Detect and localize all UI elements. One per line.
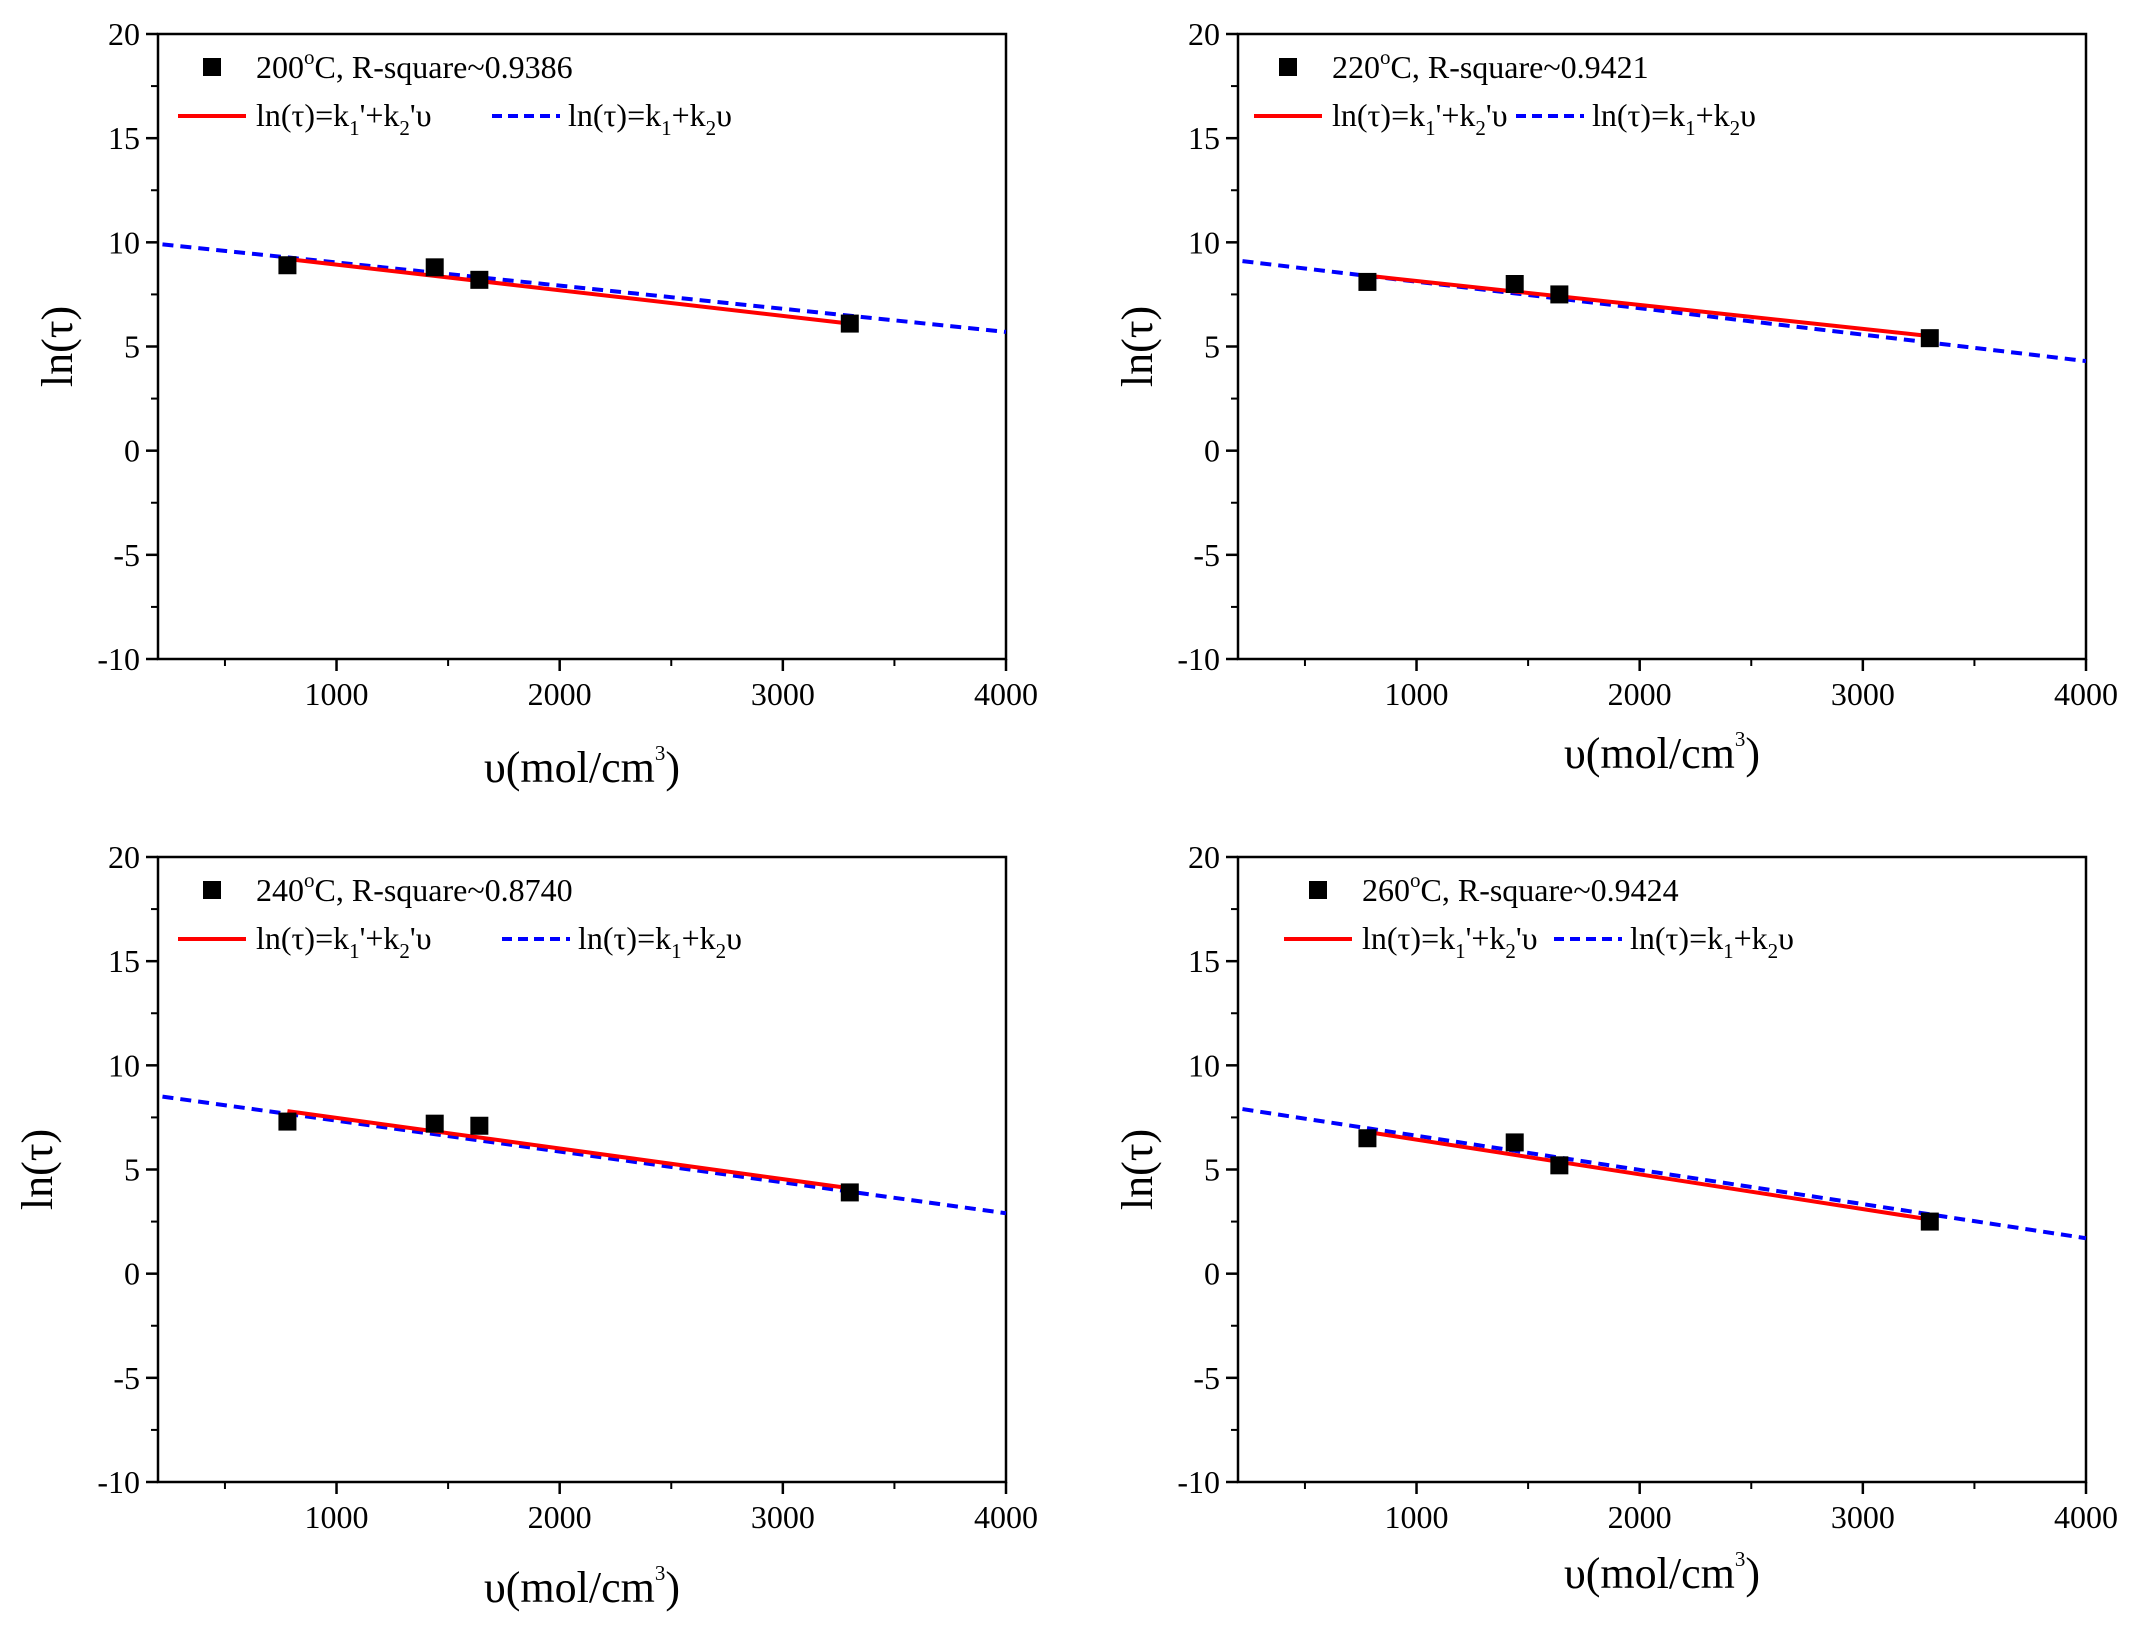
y-tick-label: 0: [124, 433, 140, 469]
legend-label-points: 240oC, R-square~0.8740: [256, 868, 573, 908]
x-tick-label: 4000: [974, 1499, 1038, 1535]
y-tick-label: 5: [124, 329, 140, 365]
x-tick-label: 1000: [1385, 1499, 1449, 1535]
data-point: [1550, 285, 1569, 304]
y-tick-label: -10: [97, 641, 140, 677]
y-tick-label: 0: [1204, 433, 1220, 469]
y-tick-label: 20: [1188, 839, 1220, 875]
y-tick-label: 10: [1188, 1047, 1220, 1083]
fit-line-solid-red: [287, 1109, 851, 1191]
legend-marker-square: [203, 58, 221, 76]
data-point: [425, 1114, 444, 1133]
y-tick-label: -5: [113, 1360, 140, 1396]
y-tick-label: 0: [1204, 1256, 1220, 1292]
y-axis-title: ln(τ): [33, 306, 82, 387]
data-point: [1505, 1133, 1524, 1152]
legend-label-fit1: ln(τ)=k1'+k2'υ: [256, 97, 432, 140]
data-point: [1505, 275, 1524, 293]
y-tick-label: -10: [97, 1464, 140, 1500]
y-tick-label: 10: [108, 1047, 140, 1083]
y-tick-label: -5: [113, 537, 140, 573]
y-tick-label: 15: [108, 943, 140, 979]
chart-panel-240: -10 -5 0 5 10 15 20 1000 2000 3000 4000 υ(mol/cm3) l…: [13, 839, 1038, 1612]
chart-panel-260: -10 -5 0 5 10 15 20 1000 2000 3000 4000 υ(mol/cm3) l…: [1113, 839, 2118, 1598]
x-tick-label: 1000: [305, 1499, 369, 1535]
x-axis-title: υ(mol/cm3): [1564, 727, 1760, 778]
fit-line-solid-red: [1367, 1130, 1931, 1222]
y-tick-label: 5: [1204, 1152, 1220, 1188]
legend-label-points: 200oC, R-square~0.9386: [256, 45, 573, 85]
x-tick-label: 3000: [751, 1499, 815, 1535]
y-tick-label: 20: [108, 839, 140, 875]
legend-marker-square: [1279, 58, 1297, 76]
x-tick-label: 2000: [528, 676, 592, 712]
data-point: [278, 256, 297, 275]
legend-label-points: 220oC, R-square~0.9421: [1332, 45, 1649, 85]
legend-label-fit2: ln(τ)=k1+k2υ: [1592, 97, 1756, 140]
legend-label-fit2: ln(τ)=k1+k2υ: [578, 920, 742, 963]
y-tick-label: 20: [1188, 16, 1220, 52]
data-point: [1920, 1212, 1939, 1231]
fit-line-dashed-blue: [162, 242, 1007, 334]
data-point: [470, 1116, 489, 1135]
y-axis-title: ln(τ): [1113, 1129, 1162, 1210]
y-tick-label: 15: [1188, 943, 1220, 979]
x-tick-label: 3000: [751, 676, 815, 712]
y-tick-label: 10: [108, 224, 140, 260]
y-tick-label: 15: [1188, 120, 1220, 156]
legend-marker-square: [1309, 881, 1327, 899]
data-point: [470, 270, 489, 289]
y-tick-label: -5: [1193, 537, 1220, 573]
fit-line-solid-red: [287, 257, 851, 326]
data-point: [1358, 272, 1377, 291]
data-point: [1920, 329, 1939, 348]
y-tick-label: 15: [108, 120, 140, 156]
x-tick-label: 2000: [1608, 1499, 1672, 1535]
legend-label-fit2: ln(τ)=k1+k2υ: [568, 97, 732, 140]
x-tick-label: 4000: [2054, 676, 2118, 712]
x-tick-label: 2000: [1608, 676, 1672, 712]
fit-line-dashed-blue: [162, 1094, 1007, 1216]
x-axis-title: υ(mol/cm3): [484, 741, 680, 792]
data-point: [840, 314, 859, 333]
chart-panel-220: -10 -5 0 5 10 15 20 1000 2000 3000 4000 υ(mol/cm3) l…: [1113, 16, 2118, 778]
y-tick-label: -5: [1193, 1360, 1220, 1396]
y-tick-label: 5: [1204, 329, 1220, 365]
legend-label-points: 260oC, R-square~0.9424: [1362, 868, 1679, 908]
x-tick-label: 1000: [1385, 676, 1449, 712]
legend-label-fit2: ln(τ)=k1+k2υ: [1630, 920, 1794, 963]
y-tick-label: 10: [1188, 224, 1220, 260]
x-axis-title: υ(mol/cm3): [484, 1561, 680, 1612]
y-tick-label: 20: [108, 16, 140, 52]
data-point: [1358, 1129, 1377, 1148]
fit-line-solid-red: [1367, 273, 1931, 339]
x-tick-label: 4000: [2054, 1499, 2118, 1535]
fit-line-dashed-blue: [1242, 259, 2087, 364]
x-axis-title: υ(mol/cm3): [1564, 1547, 1760, 1598]
x-tick-label: 3000: [1831, 1499, 1895, 1535]
legend-label-fit1: ln(τ)=k1'+k2'υ: [1332, 97, 1508, 140]
y-axis-title: ln(τ): [1113, 306, 1162, 387]
fit-line-dashed-blue: [1242, 1107, 2087, 1241]
y-tick-label: -10: [1177, 641, 1220, 677]
x-tick-label: 1000: [305, 676, 369, 712]
data-point: [1550, 1156, 1569, 1175]
y-tick-label: 0: [124, 1256, 140, 1292]
legend-marker-square: [203, 881, 221, 899]
y-tick-label: -10: [1177, 1464, 1220, 1500]
data-point: [840, 1183, 859, 1202]
legend-label-fit1: ln(τ)=k1'+k2'υ: [1362, 920, 1538, 963]
y-axis-title: ln(τ): [13, 1129, 62, 1210]
legend-label-fit1: ln(τ)=k1'+k2'υ: [256, 920, 432, 963]
x-tick-label: 4000: [974, 676, 1038, 712]
y-tick-label: 5: [124, 1152, 140, 1188]
chart-panel-200: -10 -5 0 5 10 15 20 1000 2000 3000 4000 υ(mol/cm3) l…: [33, 16, 1038, 792]
data-point: [278, 1112, 297, 1131]
x-tick-label: 2000: [528, 1499, 592, 1535]
data-point: [425, 258, 444, 277]
x-tick-label: 3000: [1831, 676, 1895, 712]
